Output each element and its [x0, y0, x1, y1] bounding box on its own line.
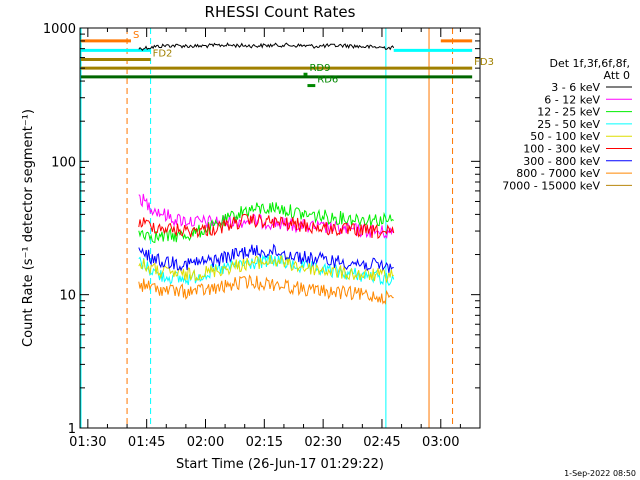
y-tick-label-0: 1 — [68, 422, 76, 437]
plot-frame — [79, 27, 481, 429]
series-line-4 — [138, 253, 394, 284]
y-tick-label-2: 100 — [51, 155, 76, 170]
legend-label-1: 6 - 12 keV — [544, 93, 600, 106]
y-tick-label-3: 1000 — [43, 22, 76, 37]
x-tick-label-2: 02:00 — [187, 435, 224, 450]
y-tick-label-1: 10 — [59, 289, 76, 304]
x-tick-label-6: 03:00 — [422, 435, 459, 450]
flag-label-2: FD2 — [153, 49, 173, 60]
flag-label-6: RD6 — [317, 75, 338, 86]
legend-label-2: 12 - 25 keV — [537, 106, 600, 119]
x-axis-label: Start Time (26-Jun-17 01:29:22) — [176, 457, 384, 472]
flag-label-0: S — [133, 30, 139, 41]
series-line-0 — [138, 42, 395, 51]
legend-label-6: 300 - 800 keV — [523, 155, 600, 168]
axes: 01:30 01:45 02:00 02:15 02:30 02:45 03:00 1 10 10… — [43, 22, 481, 450]
series-line-7 — [138, 274, 394, 305]
legend-label-4: 50 - 100 keV — [530, 130, 600, 143]
series-line-1 — [138, 193, 395, 239]
flag-label-5: RD9 — [309, 63, 330, 74]
x-tick-label-0: 01:30 — [69, 435, 106, 450]
legend-label-0: 3 - 6 keV — [551, 81, 600, 94]
legend-label-8: 7000 - 15000 keV — [502, 179, 600, 192]
x-tick-label-5: 02:45 — [363, 435, 400, 450]
data-series — [138, 42, 395, 305]
legend-label-5: 100 - 300 keV — [523, 143, 600, 156]
series-line-6 — [138, 243, 394, 273]
legend-header-line-1: Det 1f,3f,6f,8f, — [549, 57, 630, 70]
y-axis-label: Count Rate (s⁻¹ detector segment⁻¹) — [21, 109, 36, 347]
series-line-5 — [138, 213, 395, 240]
legend-label-7: 800 - 7000 keV — [516, 167, 600, 180]
vertical-marker-lines — [80, 28, 454, 428]
series-line-2 — [138, 202, 394, 244]
footer-date: 1-Sep-2022 08:50 — [564, 469, 636, 478]
legend-label-3: 25 - 50 keV — [537, 118, 600, 131]
legend-header-line-2: Att 0 — [604, 69, 630, 82]
x-tick-label-4: 02:30 — [304, 435, 341, 450]
flag-label-3: FD3 — [474, 57, 494, 68]
x-tick-label-1: 01:45 — [128, 435, 165, 450]
x-tick-label-3: 02:15 — [246, 435, 283, 450]
chart-title: RHESSI Count Rates — [205, 3, 356, 21]
